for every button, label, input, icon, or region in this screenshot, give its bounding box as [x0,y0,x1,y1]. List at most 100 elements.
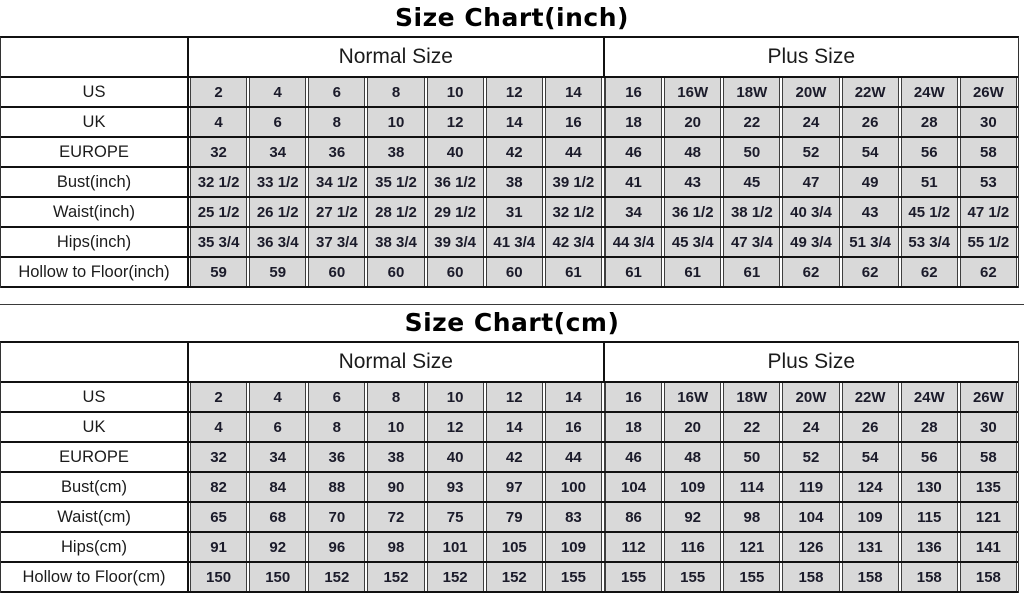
table-row: Hollow to Floor(inch) 59 59 60 60 60 60 61 61 61 6… [1,258,1018,288]
size-cell: 50 [723,443,781,471]
size-cell: 14 [544,78,602,106]
size-cell: 45 [723,168,781,196]
size-cell: 32 1/2 [544,198,602,226]
size-cell: 59 [190,258,248,286]
size-cell: 86 [603,503,663,531]
size-cell: 33 1/2 [249,168,307,196]
size-cell: 60 [308,258,366,286]
size-cell: 59 [249,258,307,286]
size-cell: 75 [426,503,484,531]
size-cell: 44 [544,138,602,166]
size-cell: 8 [367,383,425,411]
size-cell: 50 [723,138,781,166]
size-cell: 54 [841,138,899,166]
size-cell: 38 1/2 [723,198,781,226]
size-cell: 105 [485,533,543,561]
size-cell: 152 [367,563,425,591]
group-header-normal: Normal Size [189,343,603,381]
size-cell: 61 [664,258,722,286]
size-cell: 124 [841,473,899,501]
size-cell: 36 [308,138,366,166]
size-cell: 38 [485,168,543,196]
size-cell: 104 [603,473,663,501]
row-label: US [1,383,189,411]
table-body: US 2 4 6 8 10 12 14 16 16W 18W 20W 22W 24W 26W UK 4 6 8 10 1… [1,78,1018,288]
size-cell: 155 [723,563,781,591]
size-cell: 82 [190,473,248,501]
section-size-chart-inch: Size Chart(inch) Normal Size Plus Size U… [0,0,1024,288]
size-cell: 84 [249,473,307,501]
size-cell: 4 [190,413,248,441]
size-cell: 16W [664,78,722,106]
row-label: EUROPE [1,138,189,166]
size-cell: 6 [308,78,366,106]
size-cell: 98 [367,533,425,561]
size-cell: 97 [485,473,543,501]
size-cell: 8 [308,413,366,441]
size-cell: 4 [190,108,248,136]
size-cell: 42 [485,443,543,471]
size-cell: 62 [959,258,1017,286]
size-cell: 53 [959,168,1017,196]
section-size-chart-cm: Size Chart(cm) Normal Size Plus Size US 2… [0,305,1024,593]
size-cell: 4 [249,383,307,411]
size-cell: 112 [603,533,663,561]
size-cell: 61 [544,258,602,286]
size-table-cm: Normal Size Plus Size US 2 4 6 8 10 12 14 16 16W 1… [0,341,1019,593]
row-label: UK [1,108,189,136]
group-header-plus: Plus Size [602,38,1018,76]
size-cell: 46 [603,138,663,166]
size-cell: 20W [782,78,840,106]
table-row: US 2 4 6 8 10 12 14 16 16W 18W 20W 22W 24W 26W [1,78,1018,108]
header-row: Normal Size Plus Size [1,343,1018,383]
size-cell: 24W [900,383,958,411]
size-cell: 79 [485,503,543,531]
size-cell: 26 [841,413,899,441]
size-cell: 90 [367,473,425,501]
table-row: Bust(cm) 82 84 88 90 93 97 100 104 109 114 119 124 13… [1,473,1018,503]
size-cell: 61 [723,258,781,286]
size-cell: 40 [426,443,484,471]
row-label: Hips(inch) [1,228,189,256]
size-cell: 30 [959,108,1017,136]
size-cell: 16 [544,413,602,441]
size-cell: 36 3/4 [249,228,307,256]
row-label: Hips(cm) [1,533,189,561]
size-cell: 52 [782,138,840,166]
row-label: Bust(cm) [1,473,189,501]
size-cell: 26W [959,78,1017,106]
size-cell: 155 [603,563,663,591]
size-cell: 20 [664,108,722,136]
size-cell: 35 1/2 [367,168,425,196]
size-cell: 56 [900,443,958,471]
size-cell: 42 3/4 [544,228,602,256]
size-cell: 150 [249,563,307,591]
size-cell: 26W [959,383,1017,411]
size-cell: 55 1/2 [959,228,1017,256]
size-cell: 114 [723,473,781,501]
size-cell: 136 [900,533,958,561]
size-cell: 47 3/4 [723,228,781,256]
group-header-plus: Plus Size [602,343,1018,381]
size-cell: 83 [544,503,602,531]
size-cell: 8 [308,108,366,136]
size-cell: 96 [308,533,366,561]
size-cell: 36 [308,443,366,471]
size-cell: 44 [544,443,602,471]
table-row: UK 4 6 8 10 12 14 16 18 20 22 24 26 28 30 [1,108,1018,138]
size-cell: 38 [367,138,425,166]
size-cell: 24 [782,413,840,441]
size-cell: 47 1/2 [959,198,1017,226]
size-cell: 29 1/2 [426,198,484,226]
size-cell: 34 1/2 [308,168,366,196]
size-cell: 42 [485,138,543,166]
size-cell: 36 1/2 [426,168,484,196]
size-cell: 16W [664,383,722,411]
table-row: Hips(inch) 35 3/4 36 3/4 37 3/4 38 3/4 39 3/4… [1,228,1018,258]
size-cell: 53 3/4 [900,228,958,256]
size-cell: 18W [723,78,781,106]
size-cell: 16 [603,78,663,106]
size-cell: 49 [841,168,899,196]
size-cell: 56 [900,138,958,166]
